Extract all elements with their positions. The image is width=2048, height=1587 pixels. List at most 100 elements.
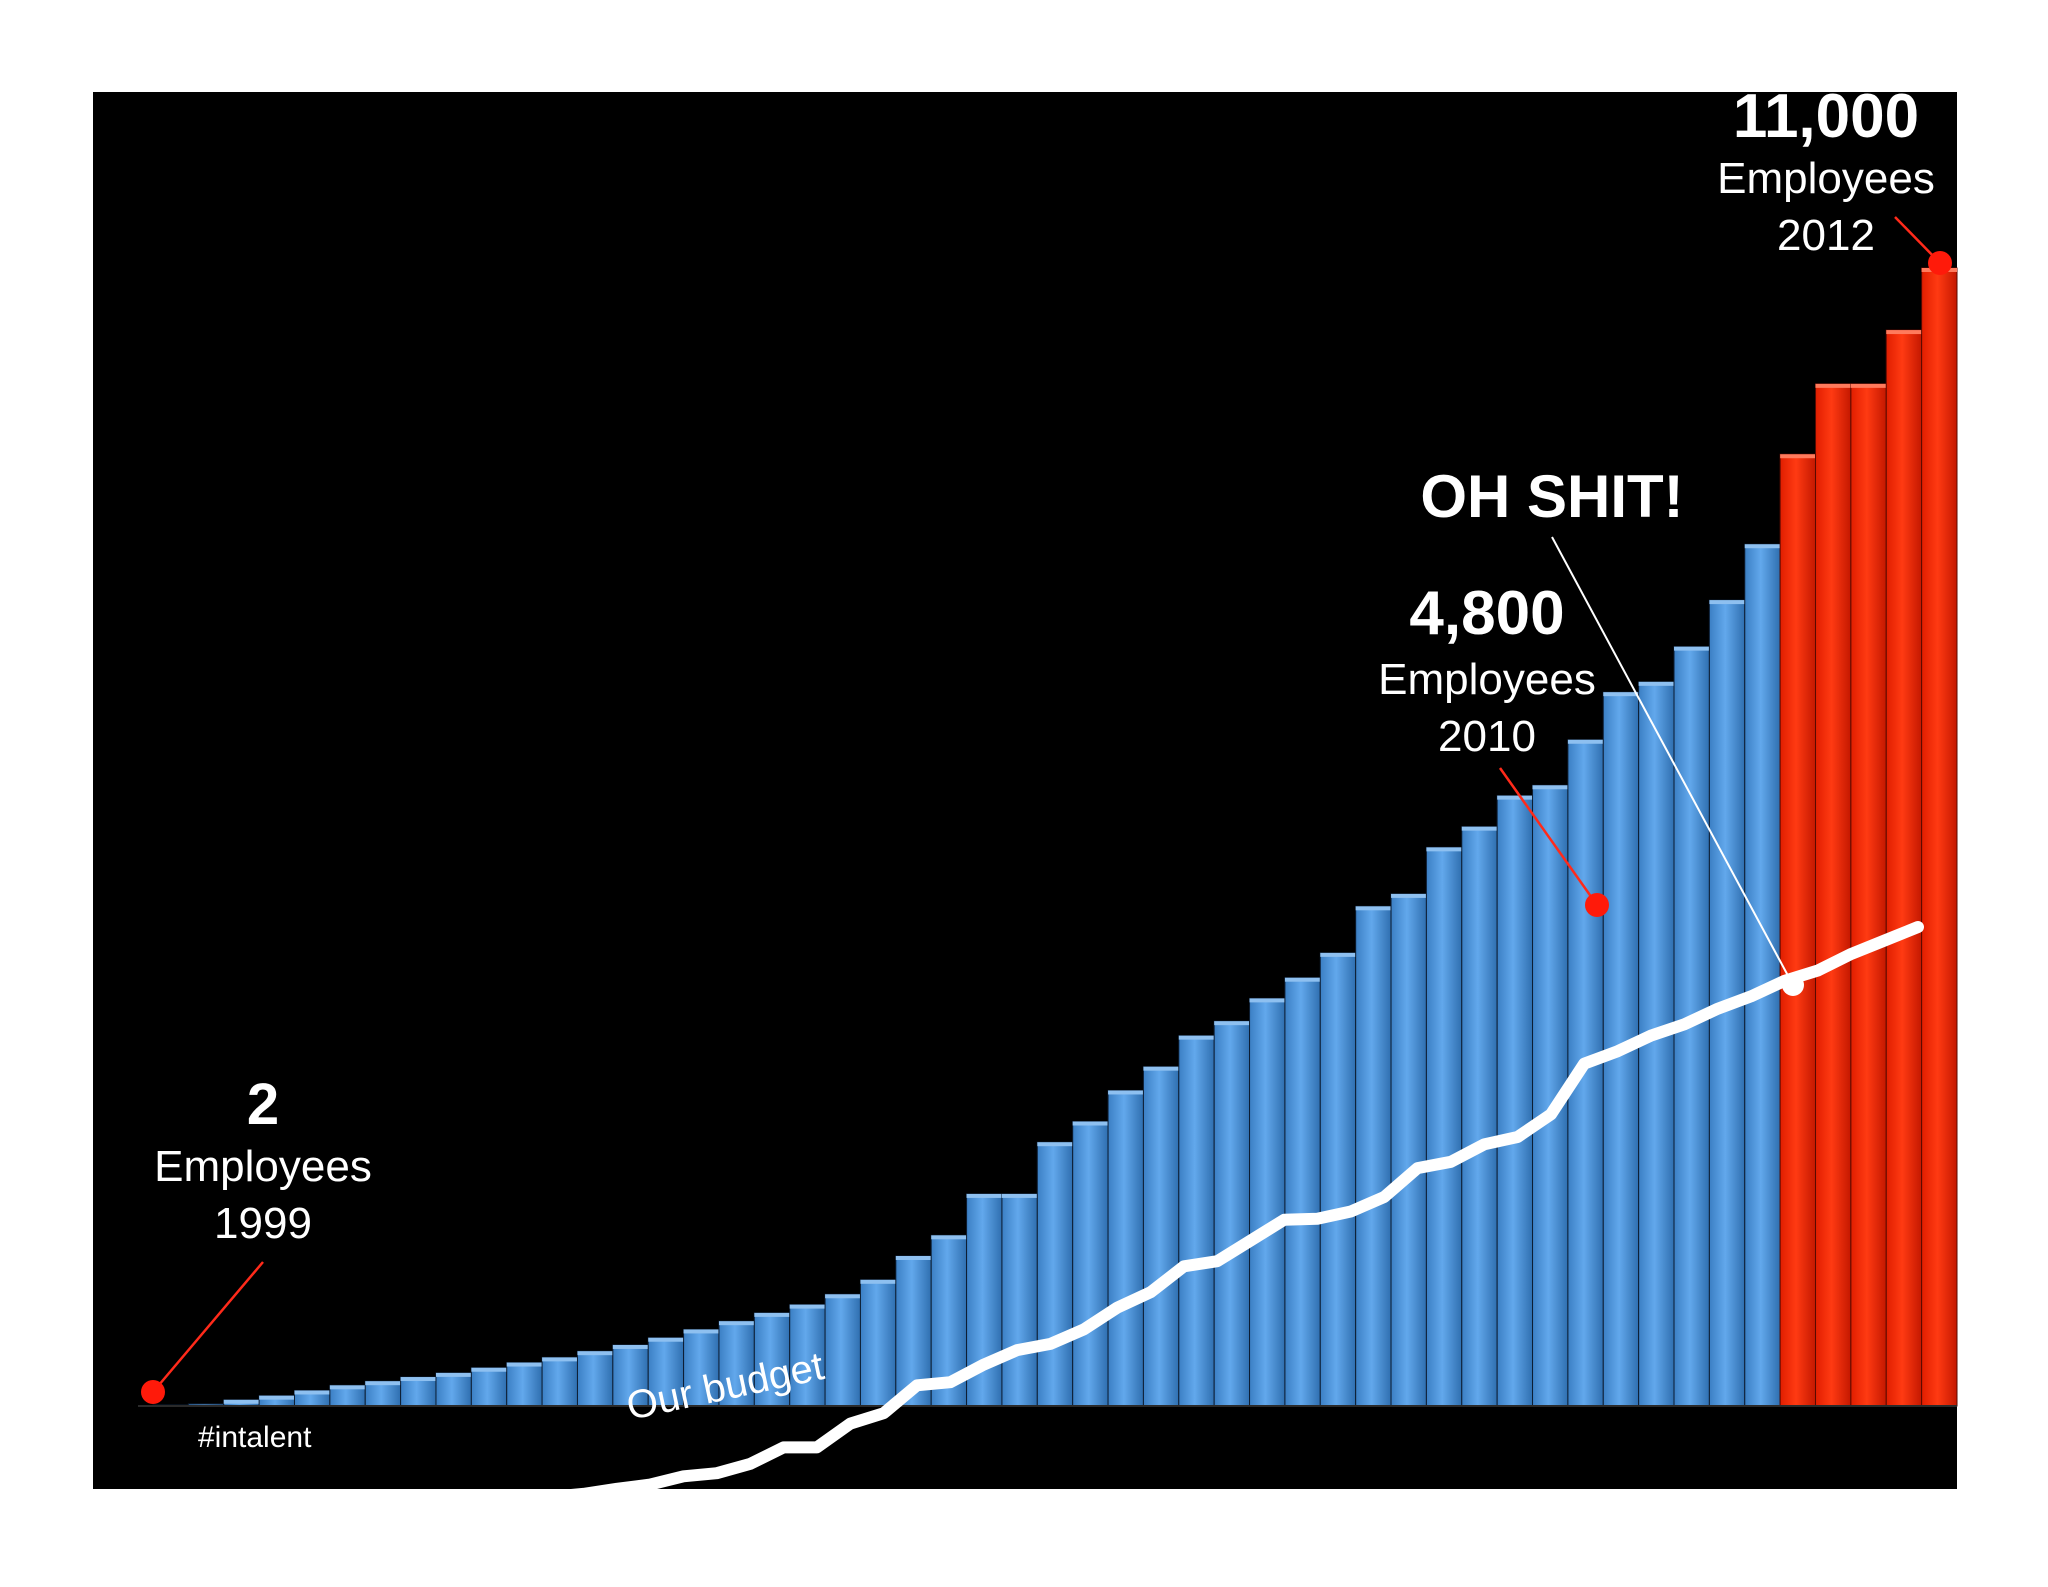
bar-cap-42 <box>1603 692 1639 697</box>
budget-line <box>177 921 1924 1522</box>
bar-51 <box>1921 267 1958 1407</box>
bar-cap-6 <box>329 1385 366 1390</box>
bar-37 <box>1425 846 1463 1407</box>
bar-cap-34 <box>1320 952 1356 957</box>
bar-cap-22 <box>895 1255 932 1260</box>
bar-47 <box>1779 453 1817 1407</box>
bar-series <box>138 267 1958 1407</box>
bar-cap-29 <box>1143 1066 1179 1071</box>
bar-cap-33 <box>1284 977 1321 982</box>
bar-cap-44 <box>1674 646 1710 651</box>
bar-49 <box>1850 383 1887 1407</box>
annotation-start-value: 2 <box>247 1072 279 1137</box>
bar-cap-40 <box>1532 785 1568 790</box>
bar-16 <box>683 1328 720 1407</box>
bar-27 <box>1072 1121 1109 1407</box>
bar-cap-8 <box>400 1377 436 1382</box>
bar-cap-16 <box>683 1329 719 1334</box>
bar-34 <box>1319 952 1357 1407</box>
bar-cap-32 <box>1249 998 1285 1003</box>
bar-cap-49 <box>1850 383 1887 388</box>
annotation-start-dot <box>141 1380 165 1404</box>
annotation-mid-year: 2010 <box>1438 712 1536 761</box>
annotation-exclaim-leader <box>1551 536 1794 986</box>
bar-36 <box>1390 893 1427 1407</box>
bar-cap-27 <box>1072 1121 1109 1126</box>
bar-cap-24 <box>966 1193 1002 1198</box>
bar-21 <box>859 1279 897 1407</box>
bar-cap-7 <box>365 1381 401 1386</box>
annotation-start-year: 1999 <box>214 1199 312 1248</box>
bar-cap-47 <box>1780 454 1816 459</box>
bar-17 <box>718 1320 755 1407</box>
bar-cap-37 <box>1426 847 1462 852</box>
bar-cap-48 <box>1815 383 1851 388</box>
annotation-end-label: Employees <box>1717 154 1935 203</box>
bar-31 <box>1213 1020 1251 1407</box>
bar-cap-38 <box>1461 826 1498 831</box>
bar-cap-30 <box>1178 1035 1215 1040</box>
bar-cap-25 <box>1001 1193 1038 1198</box>
bar-cap-12 <box>542 1357 578 1362</box>
annotation-exclaim-dot <box>1782 974 1804 996</box>
bar-cap-19 <box>789 1304 826 1309</box>
bar-cap-18 <box>754 1312 790 1317</box>
bar-cap-28 <box>1108 1090 1144 1095</box>
annotation-start-label: Employees <box>154 1142 372 1191</box>
annotation-exclaim-text: OH SHIT! <box>1420 463 1683 530</box>
bar-cap-15 <box>648 1337 684 1342</box>
annotation-end-value: 11,000 <box>1733 82 1919 151</box>
bar-39 <box>1496 795 1534 1407</box>
bar-cap-23 <box>931 1235 967 1240</box>
annotation-mid-label: Employees <box>1378 655 1596 704</box>
bar-15 <box>647 1337 685 1407</box>
hashtag-label: #intalent <box>198 1421 312 1454</box>
annotation-end-year: 2012 <box>1777 211 1875 260</box>
bar-cap-21 <box>860 1279 896 1284</box>
bar-10 <box>470 1367 508 1407</box>
bar-13 <box>576 1350 614 1407</box>
bar-46 <box>1744 543 1781 1407</box>
bar-cap-39 <box>1497 795 1533 800</box>
bar-cap-20 <box>825 1294 861 1299</box>
annotation-mid-value: 4,800 <box>1409 579 1564 648</box>
bar-cap-41 <box>1567 739 1604 744</box>
bar-29 <box>1142 1066 1180 1407</box>
bar-8 <box>400 1376 437 1407</box>
bar-30 <box>1178 1035 1215 1407</box>
bar-26 <box>1036 1141 1074 1407</box>
bar-cap-3 <box>223 1399 260 1404</box>
bar-cap-11 <box>506 1362 543 1367</box>
bar-25 <box>1001 1193 1038 1407</box>
bar-cap-26 <box>1037 1142 1073 1147</box>
bar-cap-31 <box>1214 1021 1250 1026</box>
bar-35 <box>1355 905 1392 1407</box>
bar-cap-35 <box>1355 906 1392 911</box>
bar-20 <box>824 1293 861 1407</box>
bar-48 <box>1815 383 1852 1407</box>
bar-cap-45 <box>1709 600 1745 605</box>
bar-33 <box>1284 977 1321 1407</box>
bar-50 <box>1885 329 1923 1407</box>
annotation-start-leader <box>152 1261 264 1393</box>
bar-cap-43 <box>1638 681 1675 686</box>
bar-cap-9 <box>435 1372 472 1377</box>
bar-11 <box>506 1362 543 1407</box>
bar-32 <box>1249 997 1286 1407</box>
bar-cap-10 <box>471 1367 507 1372</box>
annotation-mid-leader <box>1498 767 1599 906</box>
bar-cap-46 <box>1744 544 1781 549</box>
bar-cap-36 <box>1391 893 1427 898</box>
bar-cap-50 <box>1886 330 1922 335</box>
annotation-end-dot <box>1928 251 1952 275</box>
bar-12 <box>541 1356 578 1407</box>
annotation-mid-dot <box>1585 893 1609 917</box>
budget-line-series <box>177 921 1924 1522</box>
bar-14 <box>612 1344 649 1407</box>
bar-cap-13 <box>577 1351 613 1356</box>
bar-cap-5 <box>294 1390 330 1395</box>
bar-28 <box>1107 1089 1144 1407</box>
bar-38 <box>1461 826 1498 1407</box>
